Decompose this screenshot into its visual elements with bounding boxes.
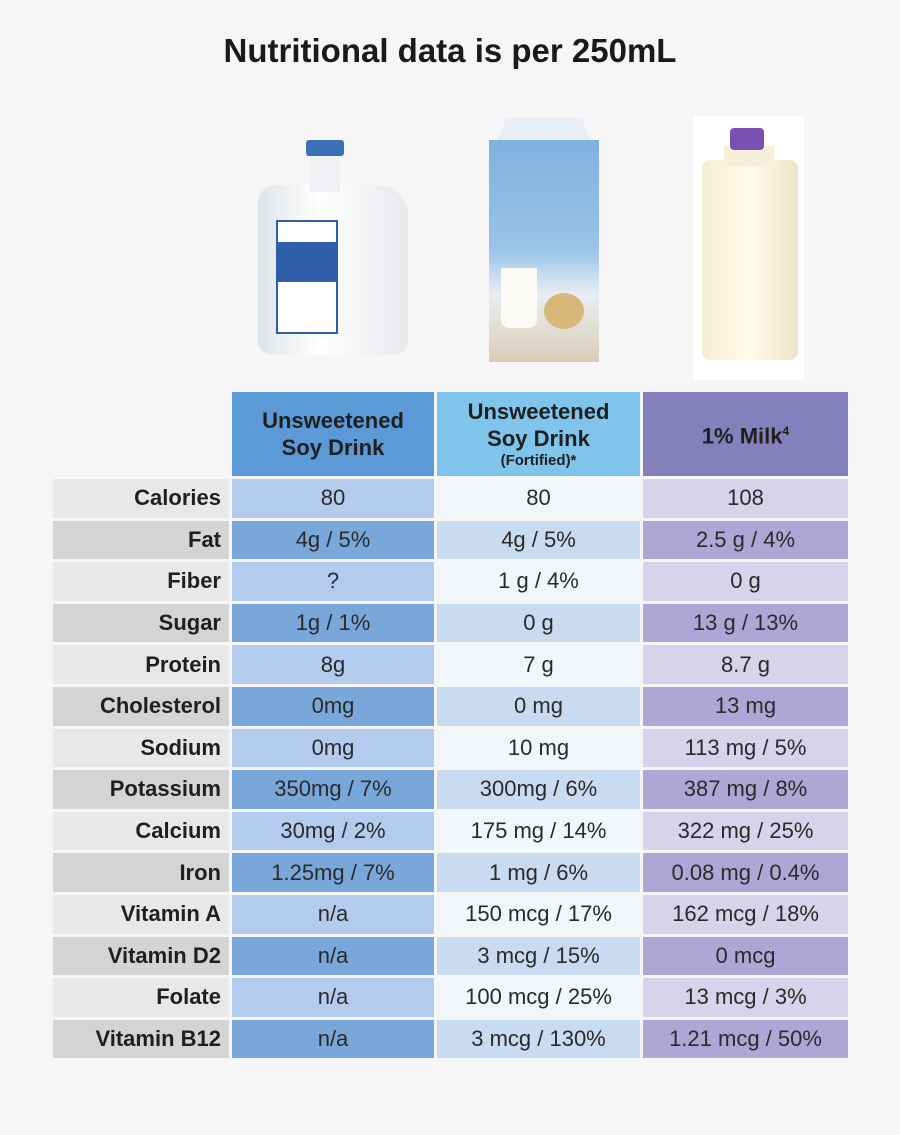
nutrient-label: Calcium (53, 811, 229, 851)
nutrient-value: 80 (232, 479, 434, 518)
nutrient-label: Vitamin B12 (53, 1019, 229, 1059)
table-row: Fiber? 1 g / 4% 0 g (53, 562, 848, 601)
table-row: Protein 8g 7 g 8.7 g (53, 645, 848, 684)
nutrient-label: Folate (53, 978, 229, 1017)
table-row: Sugar 1g / 1% 0 g 13 g / 13% (53, 603, 848, 643)
soy-drink-jug-image (258, 140, 408, 355)
nutrient-value: 1 mg / 6% (437, 853, 640, 892)
nutrient-label: Vitamin D2 (53, 936, 229, 976)
nutrient-value: ? (232, 562, 434, 601)
table-row: Folate n/a 100 mcg / 25% 13 mcg / 3% (53, 978, 848, 1017)
nutrient-label: Potassium (53, 770, 229, 809)
table-row: Calories 80 80 108 (53, 479, 848, 518)
page-title: Nutritional data is per 250mL (223, 32, 677, 69)
nutrient-value: 0 mg (437, 686, 640, 726)
nutrient-value: 2.5 g / 4% (643, 520, 848, 560)
table-row: Iron 1.25mg / 7% 1 mg / 6% 0.08 mg / 0.4% (53, 853, 848, 892)
nutrient-value: 387 mg / 8% (643, 770, 848, 809)
nutrient-value: 4g / 5% (232, 520, 434, 560)
nutrient-value: n/a (232, 978, 434, 1017)
nutrient-value: 0 g (643, 562, 848, 601)
nutrient-value: 13 mg (643, 686, 848, 726)
nutrient-value: 1 g / 4% (437, 562, 640, 601)
nutrient-label: Sugar (53, 603, 229, 643)
nutrient-value: 80 (437, 479, 640, 518)
table-row: Potassium 350mg / 7% 300mg / 6% 387 mg / 8% (53, 770, 848, 809)
nutrient-value: 1.25mg / 7% (232, 853, 434, 892)
nutrient-label: Calories (53, 479, 229, 518)
nutrient-value: n/a (232, 894, 434, 934)
table-row: Vitamin D2 n/a 3 mcg / 15% 0 mcg (53, 936, 848, 976)
nutrient-label: Vitamin A (53, 894, 229, 934)
nutrient-value: 100 mcg / 25% (437, 978, 640, 1017)
nutrient-value: 300mg / 6% (437, 770, 640, 809)
nutrient-value: 162 mcg / 18% (643, 894, 848, 934)
milk-jug-image (694, 116, 804, 380)
nutrient-label: Fiber (53, 562, 229, 601)
nutrient-value: 30mg / 2% (232, 811, 434, 851)
nutrient-value: 113 mg / 5% (643, 728, 848, 768)
nutrient-value: 0.08 mg / 0.4% (643, 853, 848, 892)
nutrient-label: Iron (53, 853, 229, 892)
nutrient-value: 150 mcg / 17% (437, 894, 640, 934)
nutrient-value: 8.7 g (643, 645, 848, 684)
nutrient-value: 0mg (232, 686, 434, 726)
header-fortified-soy-drink: Unsweetened Soy Drink (Fortified)* (437, 392, 640, 476)
nutrient-label: Cholesterol (53, 686, 229, 726)
nutrient-value: 0 mcg (643, 936, 848, 976)
header-row: Unsweetened Soy Drink Unsweetened Soy Drin… (53, 392, 848, 476)
nutrient-value: 8g (232, 645, 434, 684)
nutrition-table: Unsweetened Soy Drink Unsweetened Soy Drin… (50, 389, 851, 1061)
nutrient-value: 350mg / 7% (232, 770, 434, 809)
nutrient-value: 4g / 5% (437, 520, 640, 560)
nutrient-value: 0mg (232, 728, 434, 768)
nutrient-value: 13 g / 13% (643, 603, 848, 643)
nutrient-value: 7 g (437, 645, 640, 684)
table-row: Vitamin B12 n/a 3 mcg / 130% 1.21 mcg / 50% (53, 1019, 848, 1059)
nutrient-value: n/a (232, 1019, 434, 1059)
fortified-soy-carton-image (489, 118, 599, 362)
nutrient-value: 0 g (437, 603, 640, 643)
table-row: Cholesterol 0mg 0 mg 13 mg (53, 686, 848, 726)
table-row: Sodium 0mg 10 mg 113 mg / 5% (53, 728, 848, 768)
nutrient-value: 3 mcg / 15% (437, 936, 640, 976)
nutrient-value: 1.21 mcg / 50% (643, 1019, 848, 1059)
nutrient-value: 3 mcg / 130% (437, 1019, 640, 1059)
nutrient-value: 1g / 1% (232, 603, 434, 643)
nutrient-value: 108 (643, 479, 848, 518)
nutrient-label: Protein (53, 645, 229, 684)
header-milk: 1% Milk4 (643, 392, 848, 476)
nutrient-label: Fat (53, 520, 229, 560)
nutrient-label: Sodium (53, 728, 229, 768)
nutrient-value: 322 mg / 25% (643, 811, 848, 851)
nutrient-value: 10 mg (437, 728, 640, 768)
header-soy-drink: Unsweetened Soy Drink (232, 392, 434, 476)
nutrient-value: 13 mcg / 3% (643, 978, 848, 1017)
nutrient-value: 175 mg / 14% (437, 811, 640, 851)
table-row: Calcium 30mg / 2% 175 mg / 14% 322 mg / 25% (53, 811, 848, 851)
table-row: Fat 4g / 5% 4g / 5% 2.5 g / 4% (53, 520, 848, 560)
nutrient-value: n/a (232, 936, 434, 976)
